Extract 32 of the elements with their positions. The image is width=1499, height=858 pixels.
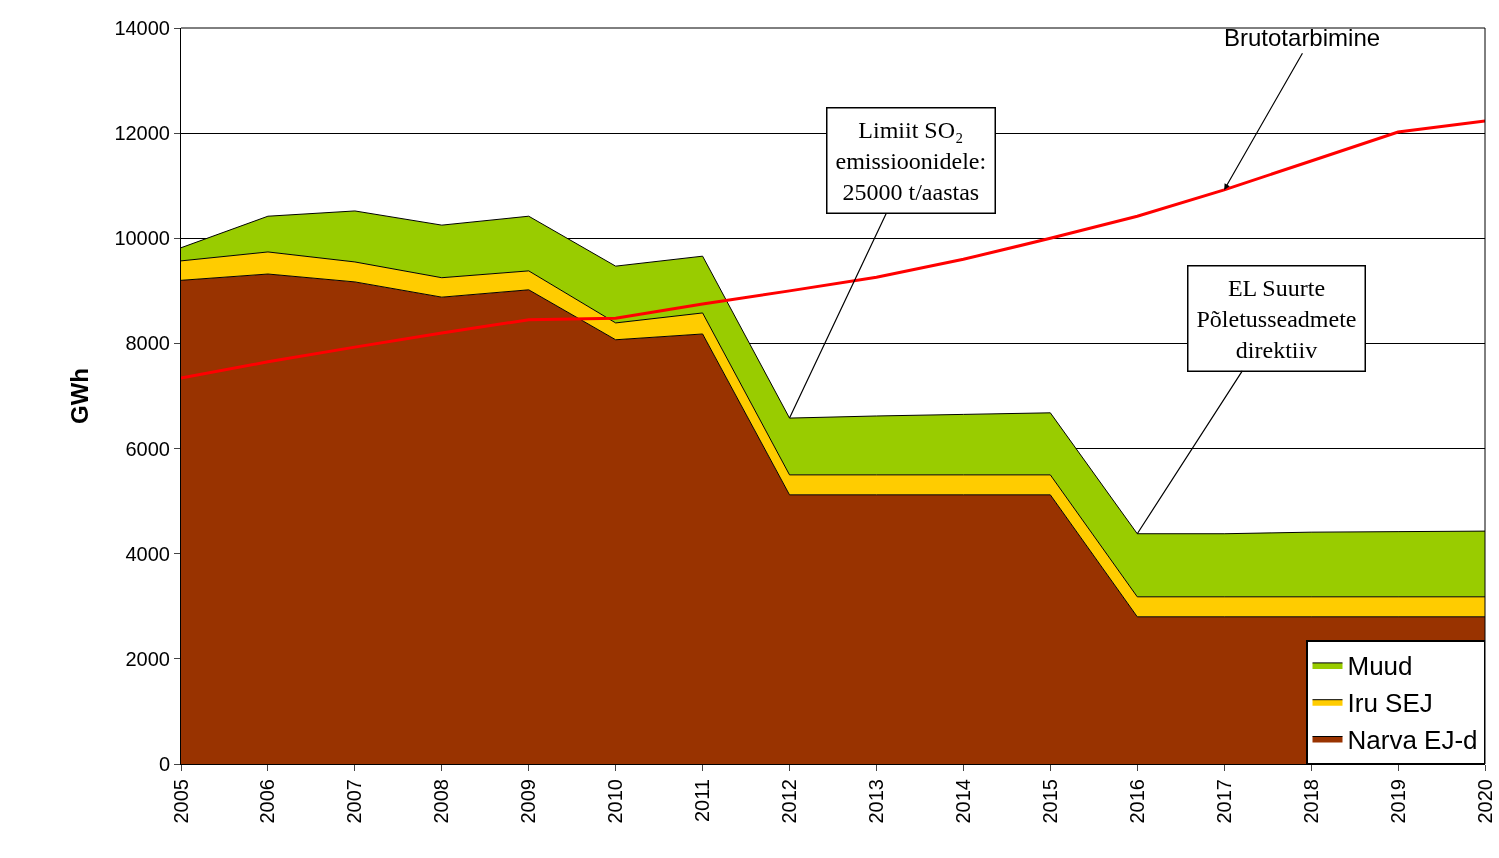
x-tick-label: 2008 <box>430 779 453 824</box>
y-tick-label: 10000 <box>114 227 170 250</box>
y-tick-label: 14000 <box>114 17 170 39</box>
line-series <box>181 119 1485 380</box>
x-tick-label: 2005 <box>169 779 192 824</box>
text: Brutotarbimine <box>1224 24 1381 51</box>
x-tick-label: 2019 <box>1386 779 1409 824</box>
x-tick-label: 2018 <box>1299 779 1322 824</box>
x-tick-label: 2020 <box>1473 779 1496 824</box>
y-tick-label: 4000 <box>125 542 170 565</box>
x-tick-label: 2009 <box>517 779 540 824</box>
annotation: Limiit SO₂ emissioonidele: 25000 t/aastas <box>835 116 987 205</box>
x-tick-label: 2015 <box>1038 779 1061 824</box>
legend-label: Iru SEJ <box>1347 687 1433 718</box>
x-tick-label: 2010 <box>604 779 627 824</box>
y-tick-label: 2000 <box>125 647 170 670</box>
x-tick-label: 2012 <box>778 779 801 824</box>
x-tick-label: 2017 <box>1212 779 1235 824</box>
y-tick-label: 8000 <box>125 332 170 355</box>
y-tick-label: 6000 <box>125 437 170 460</box>
x-tick-label: 2016 <box>1125 779 1148 824</box>
y-axis-title: GWh <box>66 368 94 424</box>
x-tick-label: 2006 <box>256 779 279 824</box>
x-tick-label: 2014 <box>951 779 974 824</box>
x-tick-label: 2013 <box>864 779 887 824</box>
y-tick-label: 12000 <box>114 122 170 145</box>
x-tick-label: 2007 <box>343 779 366 824</box>
annotation: EL Suurte Põletusseadmete direktiiv <box>1196 274 1357 363</box>
legend-label: Narva EJ-d <box>1347 724 1478 755</box>
legend-label: Muud <box>1347 651 1413 682</box>
y-tick-label: 0 <box>158 753 170 775</box>
x-tick-label: 2011 <box>691 779 714 823</box>
